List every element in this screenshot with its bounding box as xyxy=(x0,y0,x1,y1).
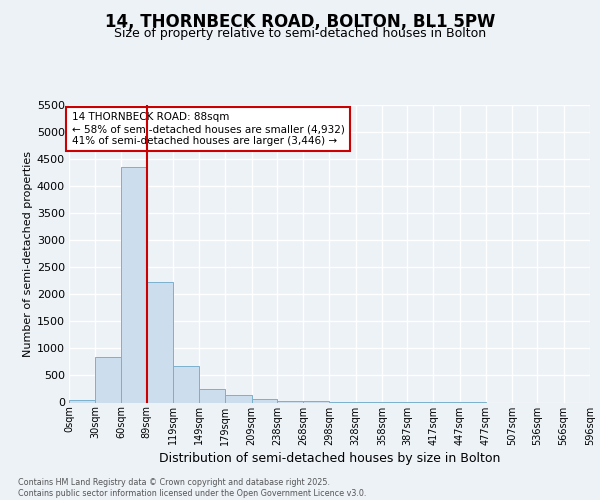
X-axis label: Distribution of semi-detached houses by size in Bolton: Distribution of semi-detached houses by … xyxy=(159,452,500,464)
Text: 14 THORNBECK ROAD: 88sqm
← 58% of semi-detached houses are smaller (4,932)
41% o: 14 THORNBECK ROAD: 88sqm ← 58% of semi-d… xyxy=(71,112,344,146)
Bar xyxy=(69,400,95,402)
Bar xyxy=(95,356,121,403)
Bar xyxy=(277,400,303,402)
Text: Size of property relative to semi-detached houses in Bolton: Size of property relative to semi-detach… xyxy=(114,28,486,40)
Text: 14, THORNBECK ROAD, BOLTON, BL1 5PW: 14, THORNBECK ROAD, BOLTON, BL1 5PW xyxy=(105,12,495,30)
Bar xyxy=(121,167,147,402)
Bar xyxy=(173,366,199,402)
Bar xyxy=(147,282,173,403)
Bar xyxy=(226,396,251,402)
Bar xyxy=(199,389,226,402)
Bar xyxy=(251,399,277,402)
Y-axis label: Number of semi-detached properties: Number of semi-detached properties xyxy=(23,151,32,357)
Text: Contains HM Land Registry data © Crown copyright and database right 2025.
Contai: Contains HM Land Registry data © Crown c… xyxy=(18,478,367,498)
